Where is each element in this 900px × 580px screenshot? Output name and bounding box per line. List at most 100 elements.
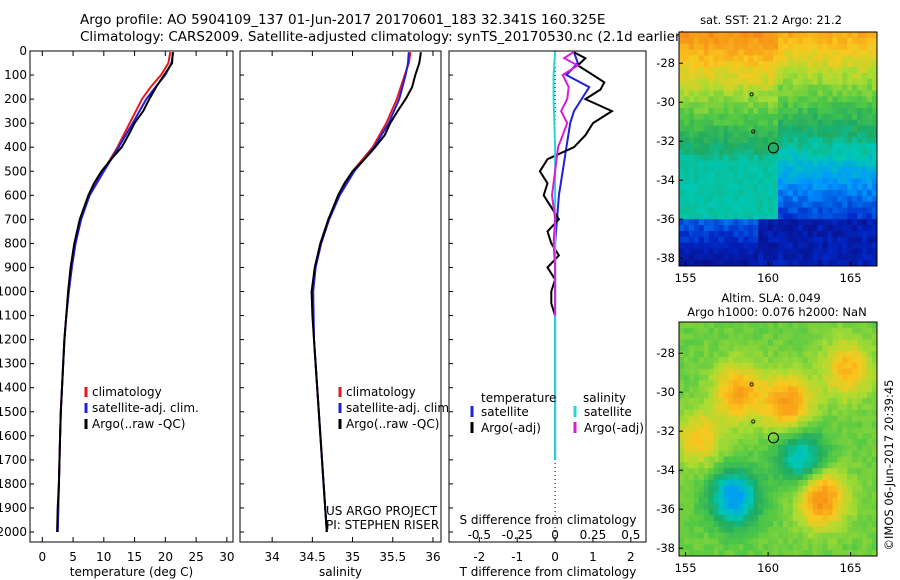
map-cell xyxy=(857,131,863,138)
map-cell xyxy=(862,149,868,156)
map-cell xyxy=(743,515,749,522)
map-cell xyxy=(832,532,838,539)
map-cell xyxy=(822,119,828,127)
map-cell xyxy=(733,90,739,97)
map-cell xyxy=(812,380,819,387)
map-cell xyxy=(688,515,695,522)
map-cell xyxy=(867,230,873,238)
map-cell xyxy=(728,403,734,411)
map-cell xyxy=(812,189,819,197)
map-cell xyxy=(847,225,853,232)
map-cell xyxy=(743,143,749,150)
map-cell xyxy=(822,207,828,214)
map-cell xyxy=(832,474,838,481)
map-cell xyxy=(713,149,720,156)
map-cell xyxy=(862,421,868,428)
map-cell xyxy=(693,439,700,446)
map-cell xyxy=(728,362,734,370)
map-cell xyxy=(837,374,843,381)
map-cell xyxy=(817,380,824,387)
map-cell xyxy=(703,479,710,487)
map-cell xyxy=(862,119,868,127)
map-cell xyxy=(773,78,779,86)
map-cell xyxy=(847,213,853,220)
map-cell xyxy=(688,254,695,261)
map-cell xyxy=(718,322,725,329)
map-cell xyxy=(817,113,824,121)
map-cell xyxy=(792,339,799,346)
map-cell xyxy=(728,178,734,185)
map-cell xyxy=(693,380,700,387)
map-cell xyxy=(827,409,833,417)
map-cell xyxy=(748,468,754,475)
map-cell xyxy=(792,468,799,475)
map-cell xyxy=(743,403,749,411)
map-cell xyxy=(763,242,769,249)
map-cell xyxy=(837,131,843,138)
map-cell xyxy=(713,49,720,56)
legend-label: Argo(..raw -QC) xyxy=(92,417,185,431)
map-cell xyxy=(807,67,814,74)
map-cell xyxy=(827,450,833,458)
map-cell xyxy=(827,515,833,522)
map-cell xyxy=(862,433,868,440)
map-cell xyxy=(683,219,690,226)
map-cell xyxy=(812,456,819,463)
map-cell xyxy=(837,137,843,144)
map-cell xyxy=(688,248,695,255)
map-cell xyxy=(852,230,858,238)
map-cell xyxy=(683,532,690,539)
map-cell xyxy=(773,189,779,197)
x-tick-label: 36 xyxy=(425,550,440,564)
map-cell xyxy=(758,409,764,417)
map-cell xyxy=(827,497,833,504)
map-cell xyxy=(832,503,838,510)
map-cell xyxy=(782,90,789,97)
map-cell xyxy=(827,78,833,86)
map-cell xyxy=(832,322,838,329)
map-cell xyxy=(679,149,685,156)
map-cell xyxy=(802,333,809,341)
map-cell xyxy=(792,409,799,417)
map-cell xyxy=(688,503,695,510)
map-cell xyxy=(787,368,794,376)
map-cell xyxy=(842,415,848,422)
map-cell xyxy=(802,61,809,68)
map-cell xyxy=(768,189,774,197)
map-cell xyxy=(698,433,705,440)
map-cell xyxy=(698,339,705,346)
map-cell xyxy=(718,195,725,203)
map-cell xyxy=(679,462,685,469)
map-cell xyxy=(797,392,804,399)
map-cell xyxy=(733,322,739,329)
x-tick-label: 10 xyxy=(96,550,111,564)
map-cell xyxy=(698,550,705,557)
map-cell xyxy=(832,236,838,244)
map-cell xyxy=(832,172,838,179)
map-cell xyxy=(837,113,843,121)
map-cell xyxy=(703,439,710,446)
map-cell xyxy=(708,398,715,405)
map-cell xyxy=(812,236,819,244)
map-cell xyxy=(837,433,843,440)
map-cell xyxy=(693,201,700,208)
map-cell xyxy=(718,119,725,127)
map-cell xyxy=(817,32,824,39)
map-cell xyxy=(872,61,878,68)
map-cell xyxy=(723,468,729,475)
map-cell xyxy=(852,339,858,346)
map-cell xyxy=(698,520,705,528)
map-cell xyxy=(733,439,739,446)
map-cell xyxy=(718,178,725,185)
map-cell xyxy=(832,184,838,191)
map-cell xyxy=(827,195,833,203)
map-cell xyxy=(852,479,858,487)
map-cell xyxy=(792,61,799,68)
map-cell xyxy=(758,260,764,267)
map-cell xyxy=(773,462,779,469)
map-cell xyxy=(797,322,804,329)
map-cell xyxy=(872,108,878,115)
map-cell xyxy=(743,532,749,539)
map-cell xyxy=(787,242,794,249)
map-cell xyxy=(857,485,863,493)
